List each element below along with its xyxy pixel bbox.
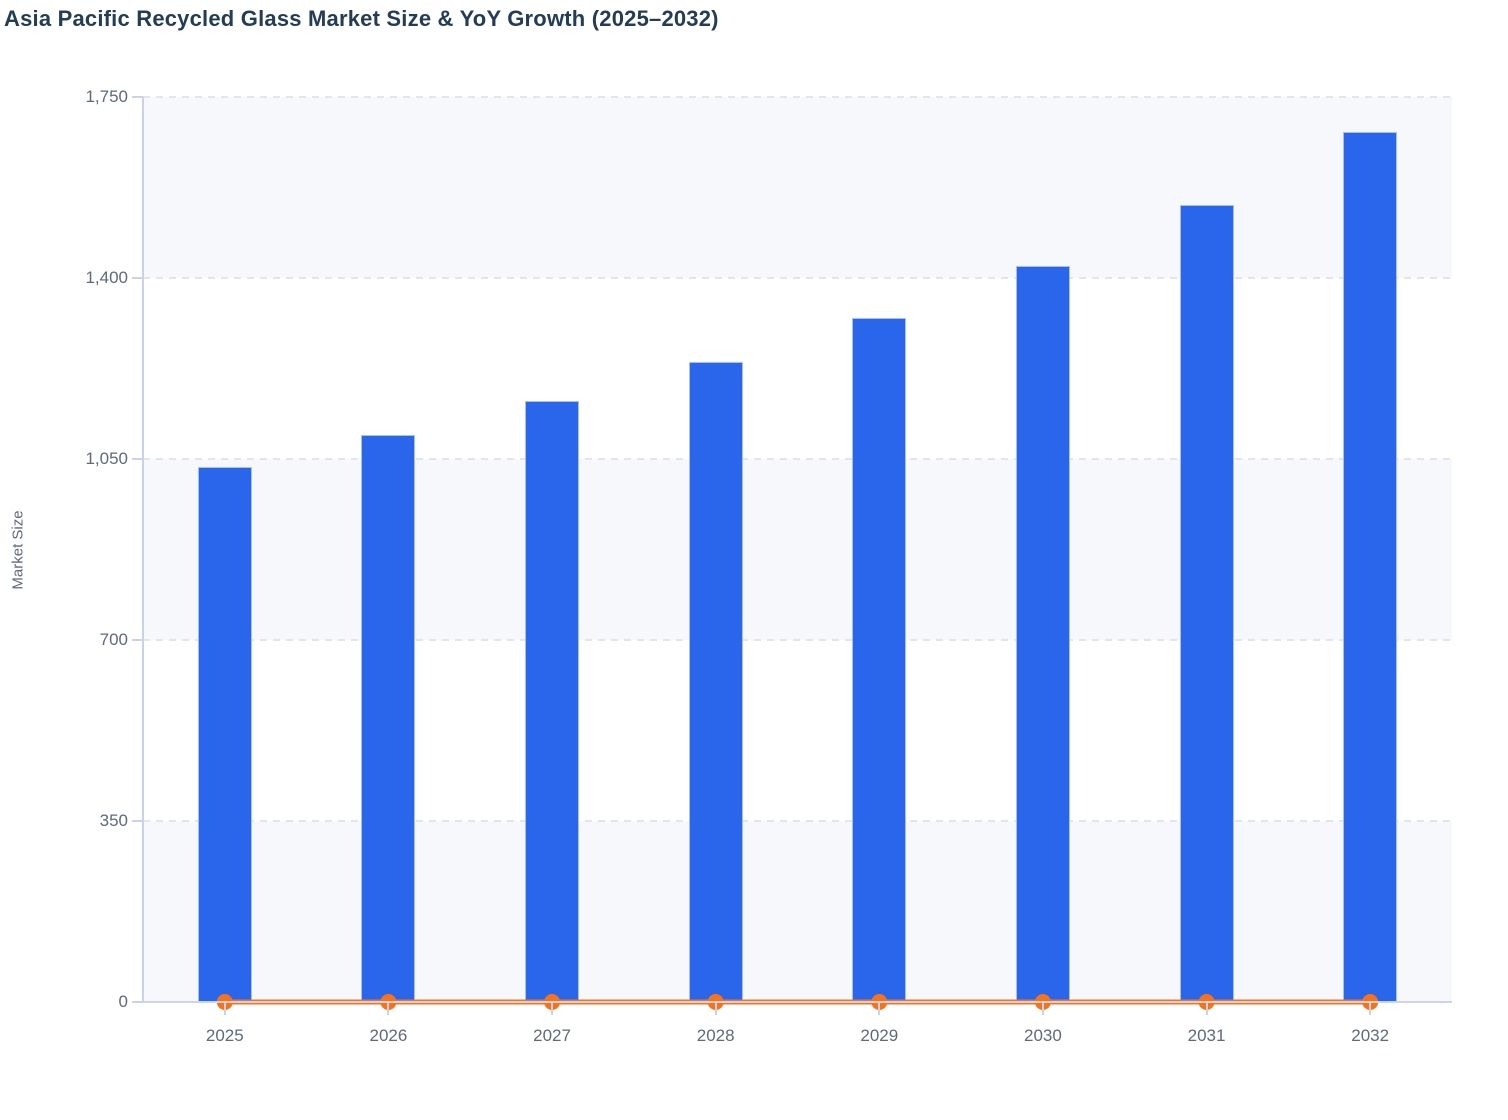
- x-axis-baseline: [143, 1001, 1452, 1003]
- x-tick-label: 2026: [369, 1026, 408, 1045]
- bar-2027[interactable]: [525, 401, 580, 1002]
- y-tick-label: 1,400: [85, 268, 128, 287]
- x-tick-mark: [551, 1003, 554, 1015]
- x-tick-label: 2030: [1024, 1026, 1062, 1045]
- x-tick-mark: [1041, 1003, 1044, 1015]
- gridline: [143, 277, 1452, 279]
- x-tick-mark: [387, 1003, 390, 1015]
- bar-2032[interactable]: [1343, 132, 1398, 1002]
- y-axis-title: Market Size: [9, 510, 27, 590]
- y-axis-line: [142, 97, 144, 1002]
- y-tick-mark: [132, 277, 143, 279]
- x-tick-label: 2032: [1351, 1026, 1390, 1045]
- chart-title: Asia Pacific Recycled Glass Market Size …: [4, 6, 719, 31]
- y-tick-mark: [132, 96, 143, 98]
- gridline: [143, 458, 1452, 460]
- x-tick-label: 2029: [860, 1026, 899, 1045]
- grid-band: [143, 459, 1452, 640]
- bar-2031[interactable]: [1179, 205, 1234, 1002]
- grid-band: [143, 97, 1452, 278]
- bar-2030[interactable]: [1015, 266, 1070, 1002]
- y-tick-label: 0: [118, 992, 128, 1011]
- x-tick-mark: [1205, 1003, 1208, 1015]
- bar-2028[interactable]: [688, 361, 743, 1002]
- gridline: [143, 96, 1452, 98]
- x-tick-mark: [714, 1003, 717, 1015]
- y-tick-label: 1,750: [85, 87, 128, 106]
- x-tick-mark: [878, 1003, 881, 1015]
- bar-2029[interactable]: [852, 317, 907, 1002]
- y-tick-label: 1,050: [85, 449, 128, 468]
- x-tick-label: 2031: [1187, 1026, 1226, 1045]
- y-tick-label: 350: [99, 811, 128, 830]
- y-tick-mark: [132, 1001, 143, 1003]
- plot-area: [143, 96, 1452, 1010]
- x-tick-mark: [1369, 1003, 1372, 1015]
- bar-2025[interactable]: [197, 466, 252, 1002]
- grid-band: [143, 821, 1452, 1002]
- bar-2026[interactable]: [361, 434, 416, 1002]
- x-tick-label: 2025: [205, 1026, 244, 1045]
- y-tick-mark: [132, 639, 143, 641]
- gridline: [143, 820, 1452, 822]
- y-tick-mark: [132, 458, 143, 460]
- x-tick-label: 2027: [533, 1026, 571, 1045]
- y-tick-label: 700: [99, 630, 128, 649]
- x-tick-mark: [223, 1003, 226, 1015]
- y-tick-mark: [132, 820, 143, 822]
- gridline: [143, 639, 1452, 641]
- x-tick-label: 2028: [696, 1026, 735, 1045]
